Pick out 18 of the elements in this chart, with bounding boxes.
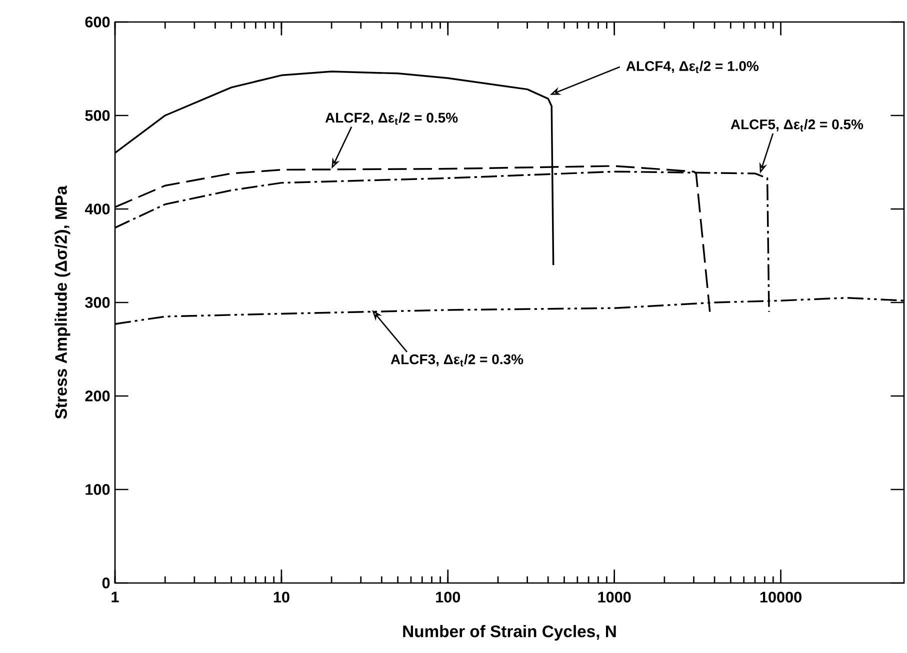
y-tick-label: 0 — [102, 578, 110, 588]
x-tick-label: 10000 — [760, 592, 802, 603]
y-axis-title: Stress Amplitude (Δσ/2), MPa — [54, 186, 70, 419]
annotation: ALCF2, Δε$_{t}$/2 = 0.5% — [325, 112, 458, 125]
y-tick-label: 300 — [85, 297, 110, 308]
y-tick-label: 400 — [84, 204, 110, 214]
x-tick-label: 10 — [274, 592, 290, 603]
x-tick-label: 1000 — [598, 592, 631, 603]
y-tick-label: 100 — [86, 484, 110, 495]
y-tick-label: 600 — [85, 16, 110, 28]
annotation: ALCF4, Δε$_{t}$/2 = 1.0% — [626, 60, 759, 74]
x-axis-title: Number of Strain Cycles, N — [403, 625, 616, 641]
y-tick-label: 500 — [85, 110, 110, 121]
x-tick-label: 1 — [112, 592, 119, 602]
annotation: ALCF5, Δε$_{t}$/2 = 0.5% — [730, 119, 864, 132]
annotation: ALCF3, Δε$_{t}$/2 = 0.3% — [390, 354, 524, 366]
x-tick-label: 100 — [436, 592, 460, 603]
y-tick-label: 200 — [85, 390, 110, 402]
